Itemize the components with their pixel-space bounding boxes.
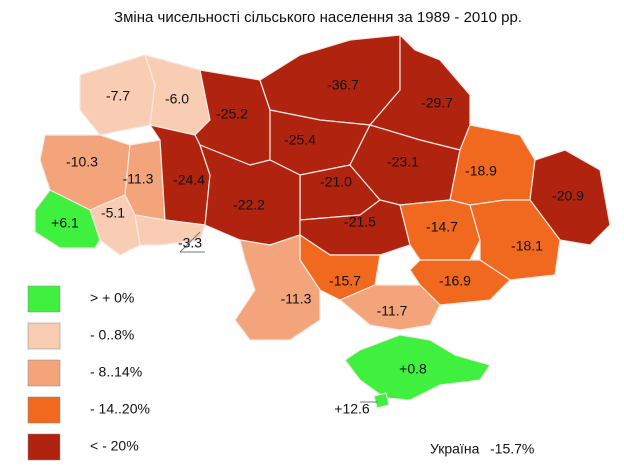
region-value: -18.9: [465, 163, 497, 179]
region-value: -36.7: [327, 77, 359, 93]
legend-label: > + 0%: [90, 290, 134, 306]
map-title: Зміна чисельності сільського населення з…: [114, 9, 522, 26]
total-value: -15.7%: [490, 441, 534, 457]
region: [34, 189, 101, 249]
total-label: Україна: [430, 441, 480, 457]
region-value: -23.1: [387, 154, 419, 170]
region: [409, 259, 511, 306]
region: [134, 214, 206, 246]
region: [373, 392, 390, 409]
legend-swatch: [27, 285, 61, 313]
region-value: -7.7: [106, 88, 130, 104]
region-value: +6.1: [51, 215, 79, 231]
region-value: +12.6: [334, 401, 370, 417]
region: [469, 199, 561, 281]
region-value: -3.3: [178, 235, 202, 251]
region-value: -25.4: [284, 132, 316, 148]
region-value: +0.8: [399, 361, 427, 377]
leader-line: [179, 231, 201, 253]
region-value: -25.2: [216, 106, 248, 122]
region-value: -11.3: [281, 291, 312, 307]
region-value: -10.3: [66, 154, 98, 170]
region-value: -16.9: [439, 273, 471, 289]
region-value: -6.0: [165, 91, 189, 107]
legend-label: - 8..14%: [90, 364, 142, 380]
region: [339, 284, 441, 331]
region-value: -20.9: [552, 188, 584, 204]
region-value: -5.1: [101, 205, 125, 221]
legend-swatch: [27, 322, 61, 350]
region-value: -21.0: [320, 174, 352, 190]
region: [234, 234, 321, 341]
legend-swatch: [27, 396, 61, 424]
region: [399, 199, 481, 261]
region-value: -21.5: [344, 214, 376, 230]
legend-swatch: [27, 433, 61, 461]
region-value: -11.7: [377, 303, 408, 319]
region-value: -24.4: [173, 172, 205, 188]
region-value: -29.7: [421, 95, 453, 111]
region-value: -15.7: [329, 273, 361, 289]
region-value: -18.1: [511, 238, 543, 254]
region-value: -22.2: [233, 197, 265, 213]
legend-label: - 14..20%: [90, 401, 150, 417]
legend-label: < - 20%: [90, 438, 139, 454]
region-value: -11.3: [123, 171, 154, 187]
legend-label: - 0..8%: [90, 327, 134, 343]
region: [344, 334, 491, 401]
region-value: -14.7: [426, 219, 458, 235]
legend-swatch: [27, 359, 61, 387]
